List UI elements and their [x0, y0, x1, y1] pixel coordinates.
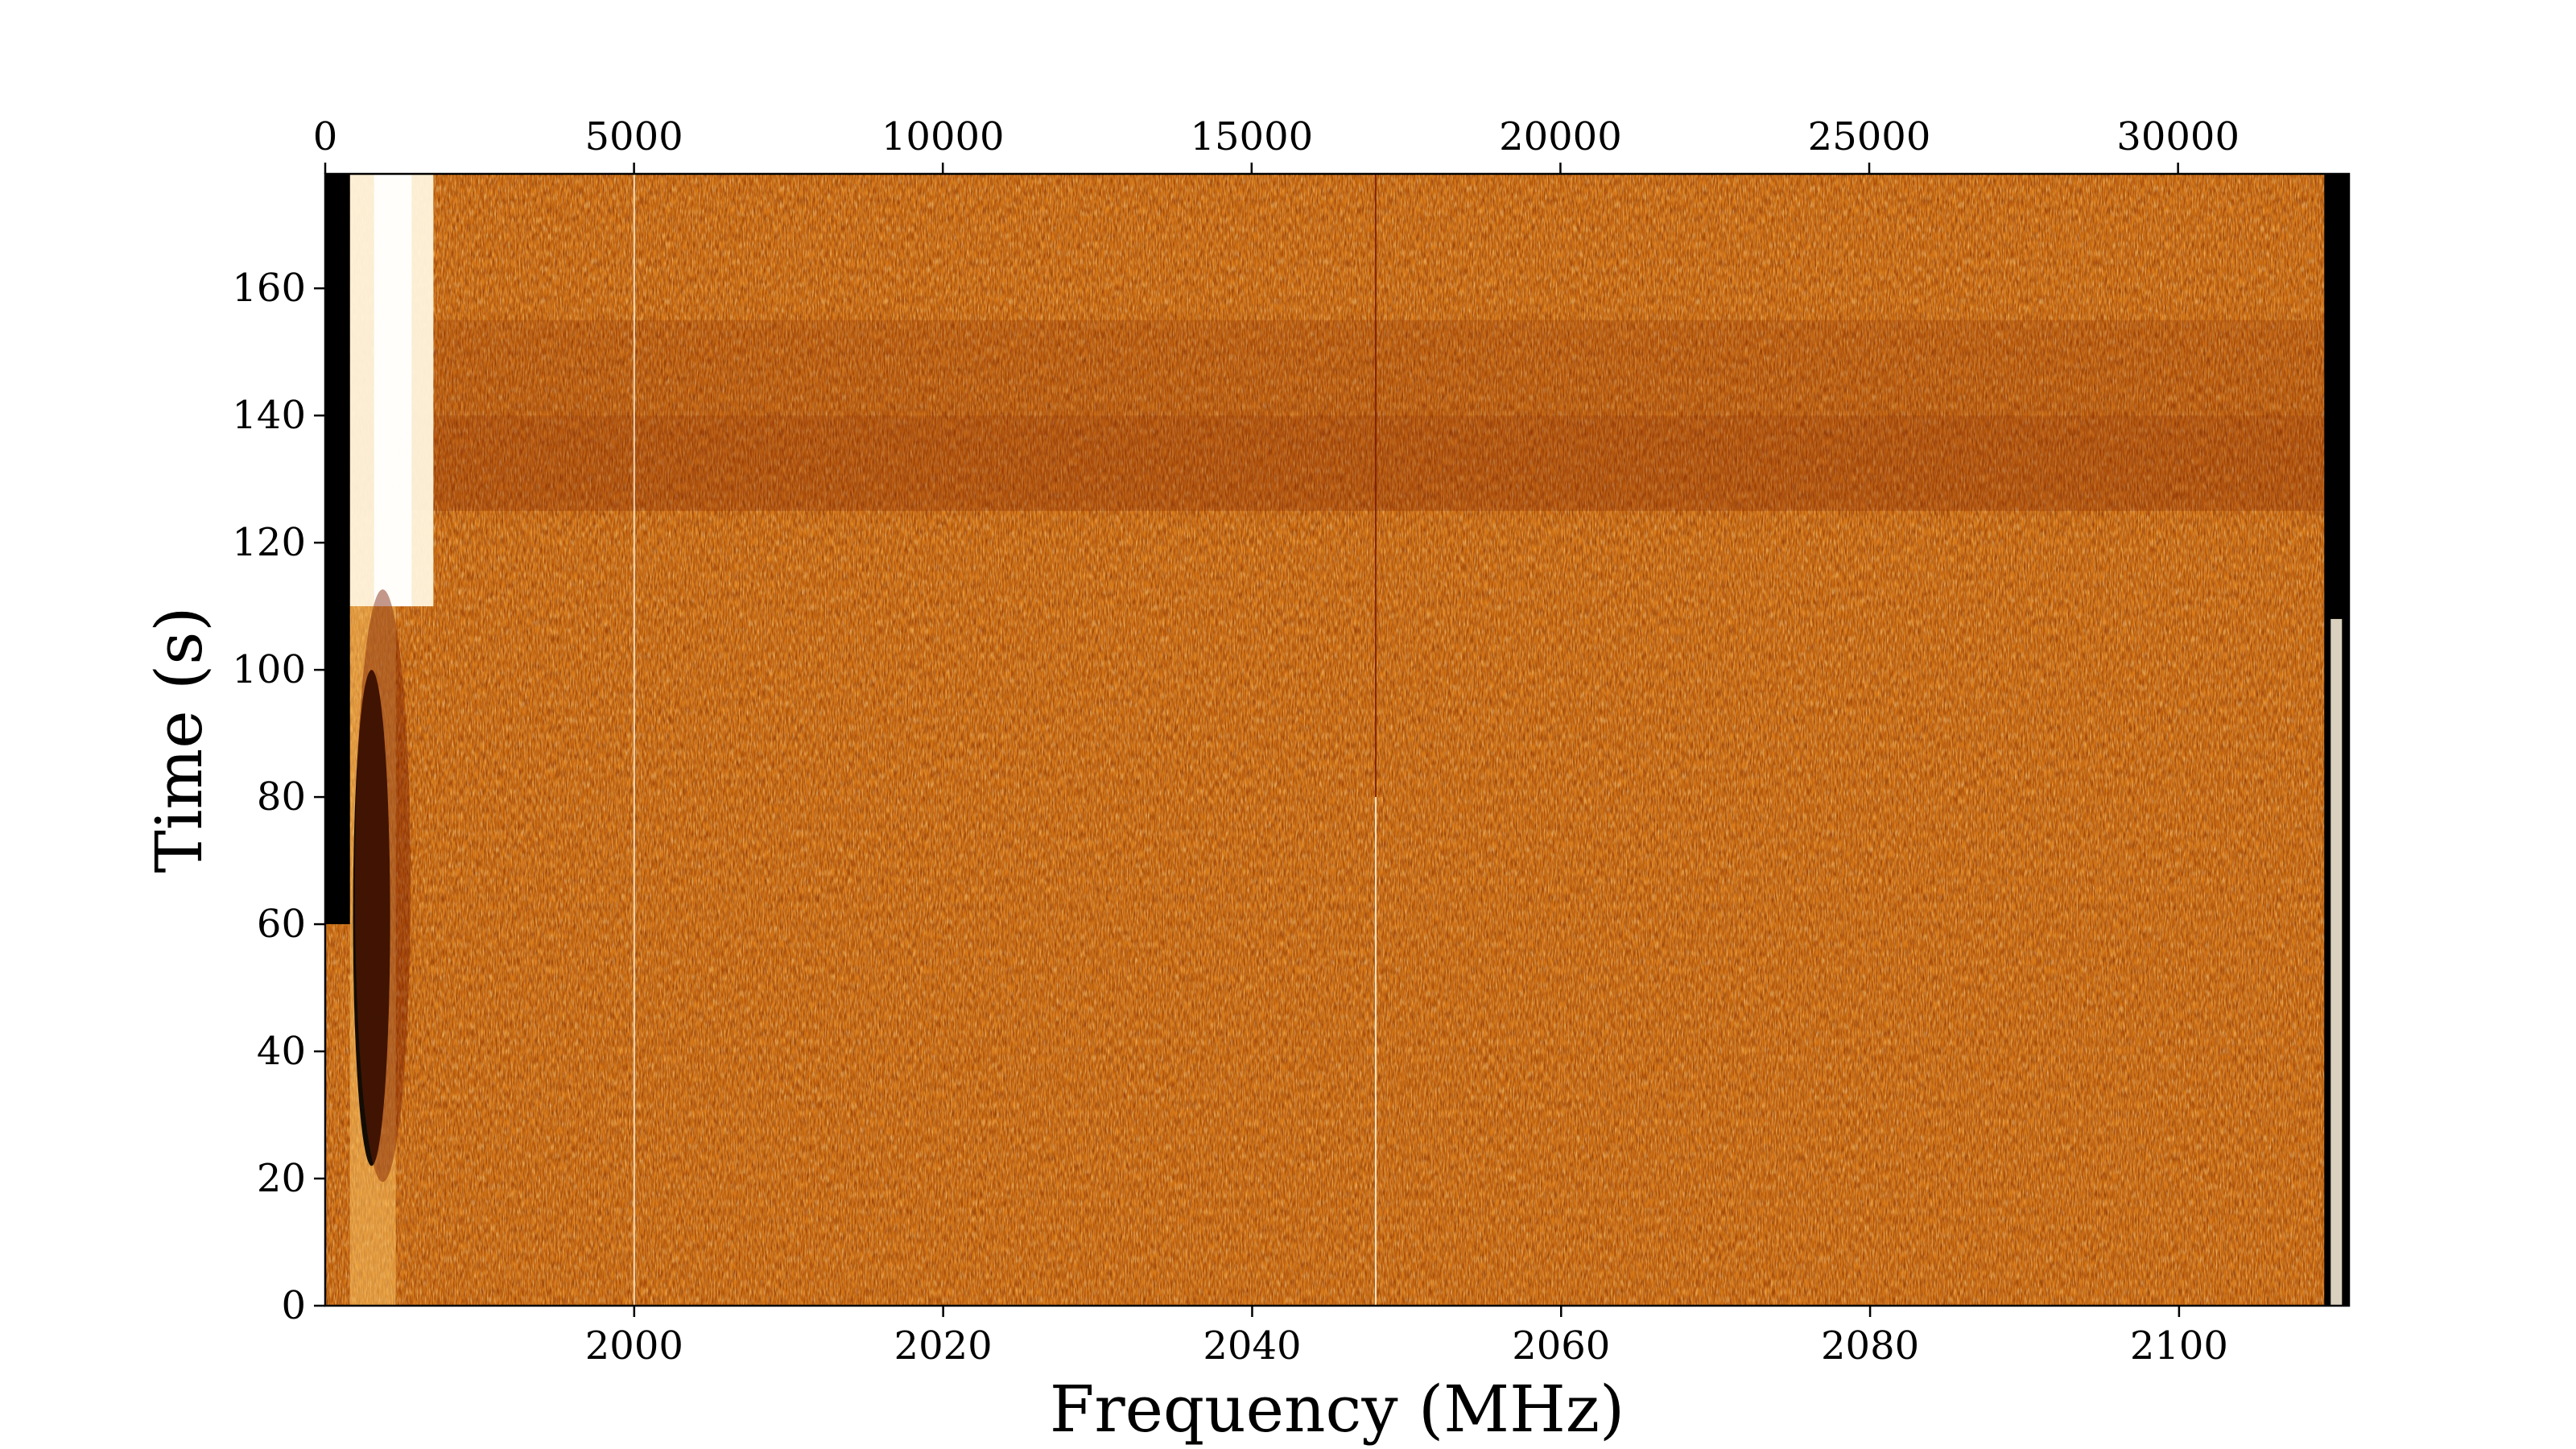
- bottom-tick-label: 2080: [1821, 1323, 1919, 1368]
- y-tick-label: 140: [232, 393, 306, 438]
- top-tick-label: 10000: [881, 114, 1005, 159]
- y-axis-label: Time (s): [142, 606, 217, 873]
- y-tick-label: 0: [281, 1283, 306, 1328]
- top-x-axis: 0 5000 10000 15000 20000 25000 30000: [313, 114, 2240, 174]
- top-tick-label: 0: [313, 114, 338, 159]
- y-tick-label: 40: [257, 1029, 306, 1074]
- y-tick-label: 60: [257, 902, 306, 947]
- bottom-tick-label: 2060: [1512, 1323, 1610, 1368]
- top-tick-label: 15000: [1190, 114, 1313, 159]
- x-axis-label: Frequency (MHz): [1050, 1372, 1624, 1447]
- heatmap-area: [325, 174, 2349, 1306]
- top-tick-label: 25000: [1808, 114, 1931, 159]
- heatmap-features: [325, 174, 2349, 1306]
- dark-streak-halo: [354, 589, 411, 1183]
- top-tick-label: 5000: [585, 114, 683, 159]
- y-tick-label: 100: [232, 647, 306, 692]
- plot-frame: [324, 172, 2351, 1307]
- y-axis: 0 20 40 60 80 100 120 140 160: [232, 266, 325, 1328]
- top-tick-label: 20000: [1499, 114, 1622, 159]
- dark-time-band-1: [325, 415, 2349, 511]
- y-tick-label: 80: [257, 774, 306, 819]
- bottom-tick-label: 2040: [1203, 1323, 1301, 1368]
- bottom-tick-label: 2100: [2130, 1323, 2228, 1368]
- bottom-tick-label: 2000: [585, 1323, 683, 1368]
- dark-time-band-2: [325, 320, 2349, 416]
- heatmap-texture-light: [325, 174, 2349, 1306]
- y-tick-label: 160: [232, 266, 306, 311]
- left-edge-dark-band: [325, 174, 350, 925]
- bottom-x-axis: 2000 2020 2040 2060 2080 2100: [585, 1306, 2228, 1368]
- right-edge-bright-streak: [2330, 618, 2343, 1306]
- dark-streak: [353, 670, 390, 1166]
- y-tick-label: 20: [257, 1156, 306, 1201]
- y-tick-label: 120: [232, 520, 306, 565]
- bright-rfi-core: [374, 174, 412, 607]
- bottom-tick-label: 2020: [894, 1323, 993, 1368]
- top-tick-label: 30000: [2116, 114, 2240, 159]
